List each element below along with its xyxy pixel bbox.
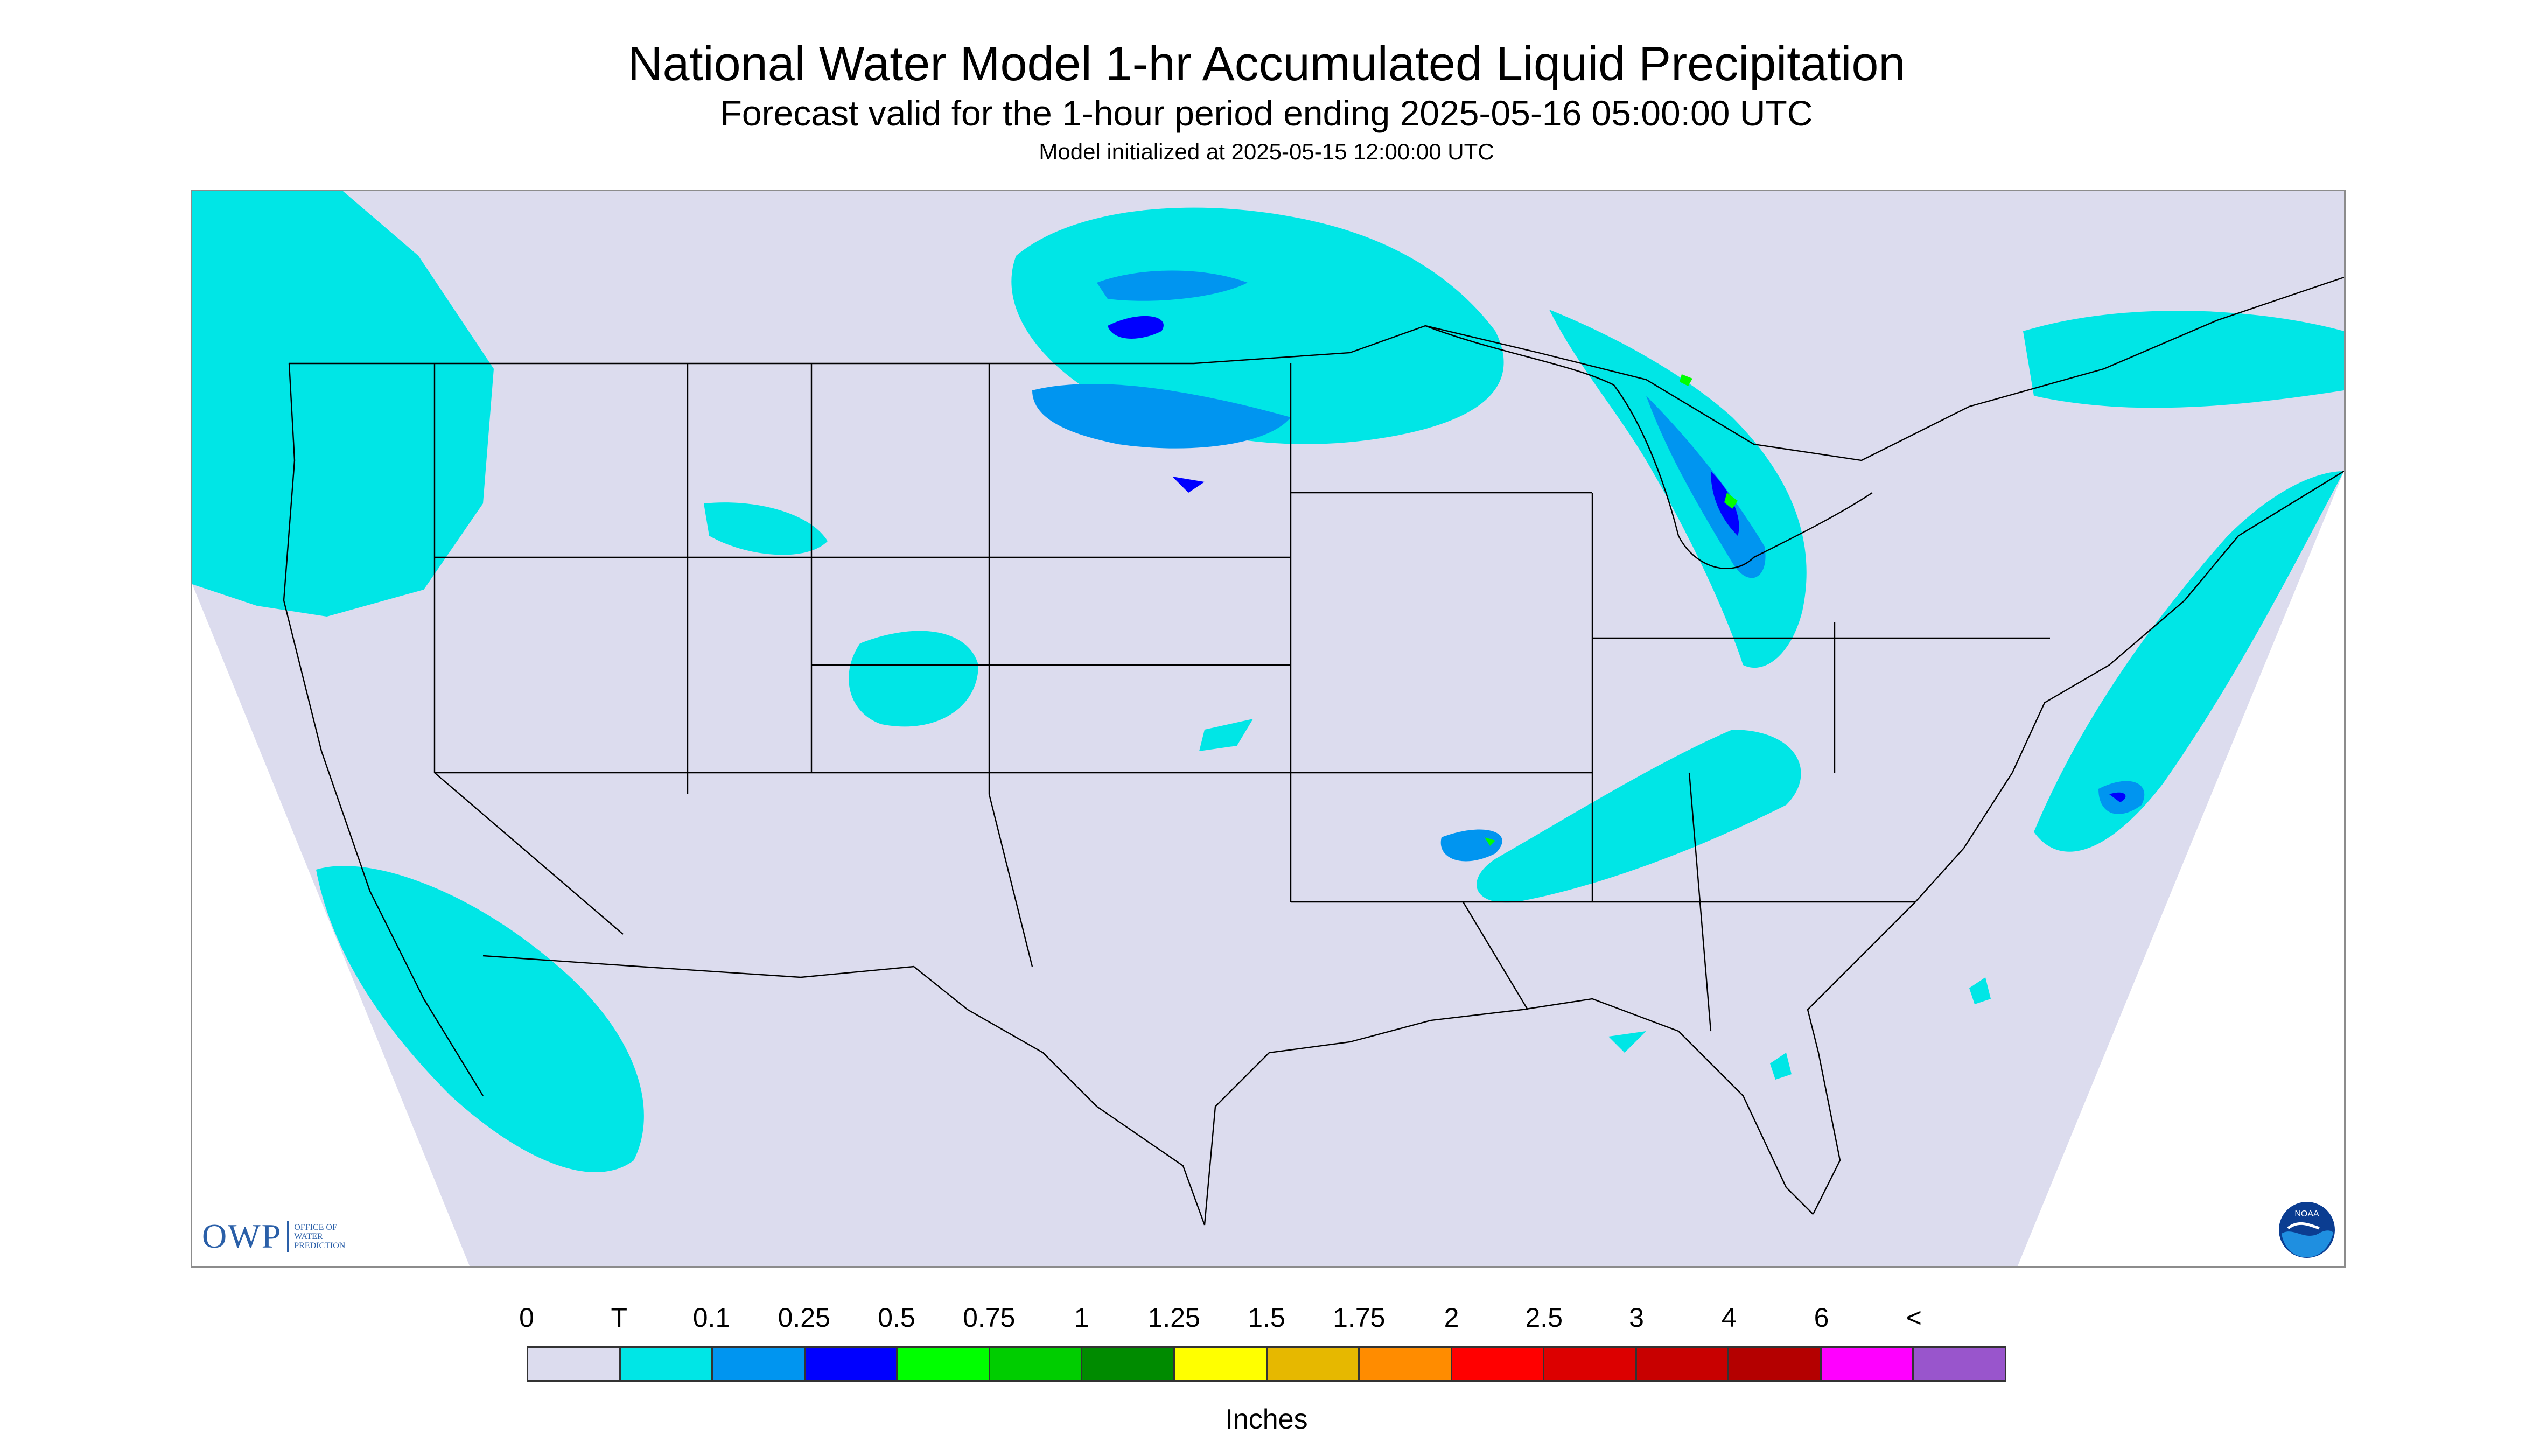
precip-trace-areas — [192, 191, 2344, 1173]
legend-tick-label: 4 — [1721, 1303, 1737, 1333]
legend-swatch — [620, 1348, 713, 1380]
legend-swatch — [1267, 1348, 1360, 1380]
owp-logo: OWP OFFICE OF WATER PREDICTION — [202, 1216, 345, 1256]
legend-tick-label: 3 — [1629, 1303, 1644, 1333]
precipitation-map: OWP OFFICE OF WATER PREDICTION NOAA — [191, 190, 2346, 1268]
owp-logo-subtext: OFFICE OF WATER PREDICTION — [294, 1223, 345, 1250]
legend-tick-label: 0.5 — [878, 1303, 915, 1333]
legend-tick-label: 0.1 — [692, 1303, 731, 1333]
legend-swatch — [1452, 1348, 1545, 1380]
legend-tick-label: T — [611, 1303, 628, 1333]
legend-swatch — [898, 1348, 990, 1380]
map-canvas — [192, 191, 2344, 1266]
legend-swatch — [1729, 1348, 1822, 1380]
legend-tick-label: 2 — [1444, 1303, 1459, 1333]
model-domain — [192, 191, 2344, 1266]
legend-swatch — [528, 1348, 621, 1380]
legend-tick-label: < — [1906, 1303, 1922, 1333]
owp-logo-subline: PREDICTION — [294, 1241, 346, 1250]
legend-swatch — [1174, 1348, 1268, 1380]
legend-tick-label: 1 — [1074, 1303, 1089, 1333]
precip-moderate-areas — [1108, 316, 2126, 802]
legend-tick-label: 0 — [519, 1303, 534, 1333]
model-init-line: Model initialized at 2025-05-15 12:00:00… — [1039, 139, 1494, 164]
legend-tick-label: 6 — [1814, 1303, 1829, 1333]
legend-units: Inches — [1225, 1404, 1308, 1435]
color-legend — [527, 1346, 2006, 1382]
legend-tick-label: 0.25 — [778, 1303, 830, 1333]
legend-tick-label: 1.75 — [1333, 1303, 1386, 1333]
legend-swatch — [805, 1348, 898, 1380]
owp-logo-divider — [287, 1221, 289, 1252]
map-subtitle: Forecast valid for the 1-hour period end… — [720, 93, 1813, 133]
legend-tick-label: 0.75 — [963, 1303, 1016, 1333]
legend-swatch — [1821, 1348, 1914, 1380]
legend-swatch — [990, 1348, 1083, 1380]
boundaries — [283, 276, 2344, 1226]
legend-tick-labels: 0 T 0.1 0.25 0.5 0.75 1 1.25 1.5 1.75 2 2.5 3 4 6 < — [519, 1302, 2006, 1334]
legend-swatch — [1082, 1348, 1175, 1380]
legend-swatch — [713, 1348, 806, 1380]
map-title: National Water Model 1-hr Accumulated Li… — [627, 37, 1906, 91]
owp-logo-text: OWP — [202, 1217, 282, 1255]
noaa-logo-icon: NOAA — [2279, 1202, 2335, 1258]
owp-logo-subline: OFFICE OF — [294, 1222, 337, 1232]
legend-swatch — [1360, 1348, 1452, 1380]
legend-swatch — [1914, 1348, 2005, 1380]
legend-tick-label: 2.5 — [1525, 1303, 1563, 1333]
legend-tick-label: 1.5 — [1248, 1303, 1285, 1333]
legend-tick-label: 1.25 — [1147, 1303, 1200, 1333]
noaa-logo-text: NOAA — [2294, 1209, 2319, 1219]
precip-heavy-areas — [1485, 374, 1738, 846]
legend-swatch — [1544, 1348, 1637, 1380]
legend-swatch — [1636, 1348, 1730, 1380]
owp-logo-subline: WATER — [294, 1231, 323, 1241]
